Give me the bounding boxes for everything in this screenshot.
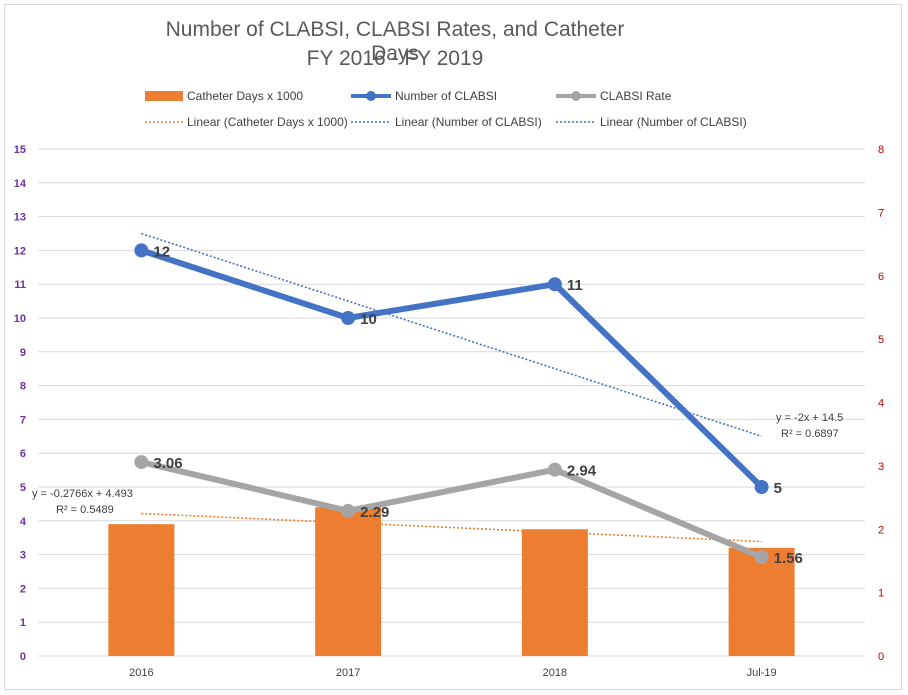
x-tick-label: 2016 <box>129 667 153 679</box>
y-left-tick-label: 1 <box>20 617 26 629</box>
series-point <box>134 455 149 470</box>
legend-label: Linear (Number of CLABSI) <box>395 115 542 129</box>
legend-swatch-line-gray <box>556 91 596 101</box>
bar-catheter-days <box>108 524 175 656</box>
legend-label: CLABSI Rate <box>600 89 672 103</box>
data-label: 3.06 <box>153 455 182 472</box>
x-tick-label: 2018 <box>543 667 567 679</box>
y-right-tick-label: 1 <box>878 588 884 600</box>
y-right-tick-label: 5 <box>878 334 884 346</box>
trend-r2-catheter: R² = 0.5489 <box>56 504 114 516</box>
trend-equation-clabsi: y = -2x + 14.5 <box>776 412 843 424</box>
y-right-tick-label: 0 <box>878 651 884 663</box>
y-left-tick-label: 9 <box>20 347 26 359</box>
data-label: 10 <box>360 311 377 328</box>
y-right-tick-label: 3 <box>878 461 884 473</box>
legend-swatch-trend-blue <box>351 121 391 123</box>
chart-frame <box>4 4 902 690</box>
y-left-tick-label: 3 <box>20 550 26 562</box>
series-point <box>754 550 769 565</box>
data-label: 1.56 <box>774 550 803 567</box>
data-label: 5 <box>774 480 782 497</box>
y-right-tick-label: 8 <box>878 144 884 156</box>
bar-catheter-days <box>728 547 795 656</box>
x-tick-label: 2017 <box>336 667 360 679</box>
y-right-tick-label: 6 <box>878 271 884 283</box>
bar-catheter-days <box>521 529 588 656</box>
y-left-tick-label: 12 <box>14 245 26 257</box>
trend-equation-catheter: y = -0.2766x + 4.493 <box>32 488 133 500</box>
y-left-tick-label: 7 <box>20 414 26 426</box>
y-left-tick-label: 2 <box>20 583 26 595</box>
legend-swatch-trend-blue-2 <box>556 121 596 123</box>
trendline-1 <box>141 232 762 438</box>
y-left-tick-label: 5 <box>20 482 26 494</box>
series-line-1 <box>138 459 765 561</box>
legend-item-linear-clabsi-2: Linear (Number of CLABSI) <box>556 115 747 129</box>
legend-item-clabsi-rate: CLABSI Rate <box>556 89 671 103</box>
x-tick-label: Jul-19 <box>747 667 777 679</box>
legend-item-catheter-days: Catheter Days x 1000 <box>145 89 303 103</box>
y-right-tick-label: 2 <box>878 524 884 536</box>
chart-title: Number of CLABSI, CLABSI Rates, and Cath… <box>165 18 625 65</box>
series-point <box>754 480 769 494</box>
y-left-tick-label: 4 <box>20 516 27 528</box>
data-label: 11 <box>567 277 583 294</box>
series-point <box>341 503 356 518</box>
y-right-tick-label: 7 <box>878 207 884 219</box>
y-left-tick-label: 6 <box>20 448 26 460</box>
y-left-tick-label: 0 <box>20 651 26 663</box>
legend-label: Linear (Catheter Days x 1000) <box>187 115 348 129</box>
y-left-tick-label: 15 <box>14 144 26 156</box>
series-point <box>547 462 562 477</box>
legend-item-linear-catheter: Linear (Catheter Days x 1000) <box>145 115 348 129</box>
y-left-tick-label: 8 <box>20 381 26 393</box>
legend-label: Number of CLABSI <box>395 89 498 103</box>
chart-subtitle: FY 2016 - FY 2019 <box>306 47 484 70</box>
legend-swatch-line-blue <box>351 91 391 101</box>
trend-r2-clabsi: R² = 0.6897 <box>781 428 839 440</box>
y-left-tick-label: 14 <box>14 178 27 190</box>
y-left-tick-label: 10 <box>14 313 26 325</box>
legend-item-linear-clabsi: Linear (Number of CLABSI) <box>351 115 542 129</box>
legend-label: Linear (Number of CLABSI) <box>600 115 747 129</box>
y-left-tick-label: 13 <box>14 212 26 224</box>
series-point <box>341 311 356 325</box>
legend-item-number-clabsi: Number of CLABSI <box>351 89 497 103</box>
data-label: 12 <box>153 243 170 260</box>
series-point <box>134 243 149 258</box>
bar-catheter-days <box>315 507 382 656</box>
series-point <box>547 277 562 292</box>
y-left-tick-label: 11 <box>14 279 26 291</box>
data-label: 2.94 <box>567 463 597 480</box>
legend-label: Catheter Days x 1000 <box>187 89 304 103</box>
y-right-tick-label: 4 <box>878 398 884 410</box>
data-label: 2.29 <box>360 504 389 521</box>
trendline-0 <box>141 512 762 543</box>
legend-swatch-bar <box>145 91 183 101</box>
series-line-0 <box>138 247 765 490</box>
